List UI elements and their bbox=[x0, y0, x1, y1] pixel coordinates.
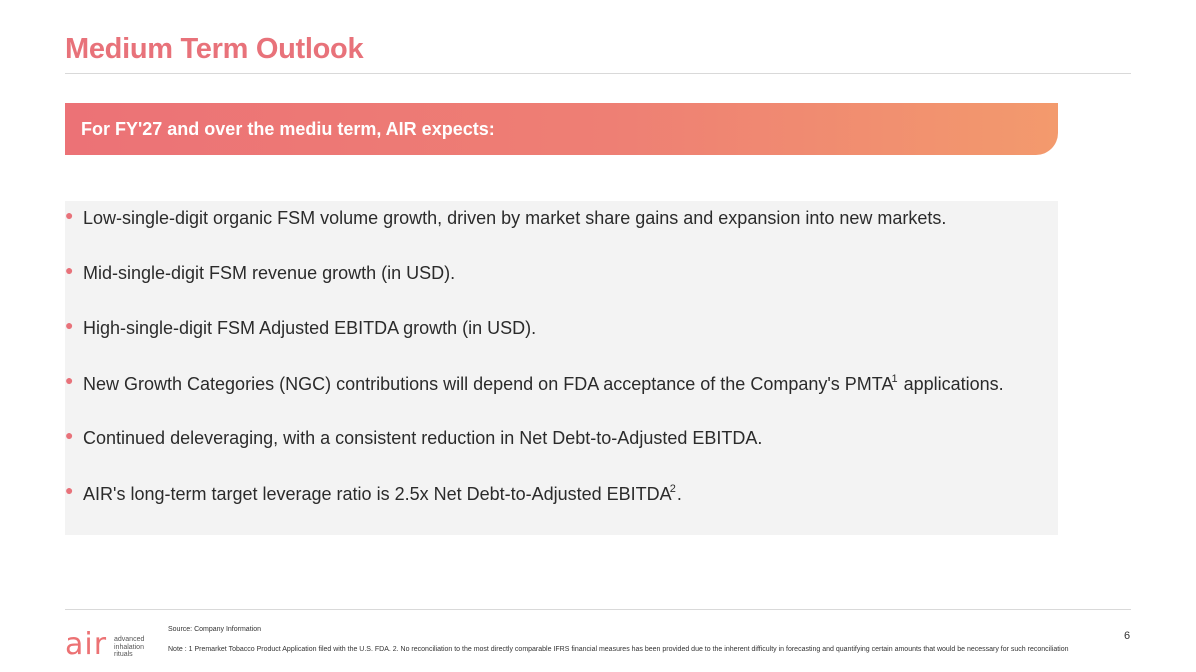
bullet-text-main: AIR's long-term target leverage ratio is… bbox=[83, 484, 672, 504]
bullet-text: Continued deleveraging, with a consisten… bbox=[83, 428, 763, 448]
bullet-text: High-single-digit FSM Adjusted EBITDA gr… bbox=[83, 318, 537, 338]
bullet-text: Mid-single-digit FSM revenue growth (in … bbox=[83, 263, 456, 283]
list-item: ● High-single-digit FSM Adjusted EBITDA … bbox=[65, 313, 1058, 341]
company-logo: air advanced inhalation rituals bbox=[65, 627, 160, 663]
bullet-text: Low-single-digit organic FSM volume grow… bbox=[83, 208, 947, 228]
bullet-icon: ● bbox=[65, 372, 74, 388]
logo-tagline: advanced inhalation rituals bbox=[114, 636, 145, 658]
page-title: Medium Term Outlook bbox=[65, 33, 364, 65]
footnote-marker: 1 bbox=[891, 373, 898, 385]
bullet-icon: ● bbox=[65, 317, 74, 333]
list-item: ● AIR's long-term target leverage ratio … bbox=[65, 478, 1058, 506]
source-note: Source: Company Information bbox=[168, 626, 261, 633]
bullet-text-main: New Growth Categories (NGC) contribution… bbox=[83, 374, 894, 394]
footer-divider bbox=[65, 609, 1131, 610]
list-item: ● Low-single-digit organic FSM volume gr… bbox=[65, 203, 1058, 231]
list-item: ● New Growth Categories (NGC) contributi… bbox=[65, 368, 1058, 396]
bullet-text-tail: . bbox=[676, 484, 682, 504]
bullet-icon: ● bbox=[65, 482, 74, 498]
outlook-banner: For FY'27 and over the mediu term, AIR e… bbox=[65, 103, 1058, 155]
footnote-marker: 2 bbox=[669, 483, 676, 495]
logo-wordmark: air bbox=[65, 627, 108, 662]
page-number: 6 bbox=[1124, 630, 1131, 642]
bullet-text-tail: applications. bbox=[898, 374, 1004, 394]
bullet-text: New Growth Categories (NGC) contribution… bbox=[83, 373, 1004, 395]
bullet-icon: ● bbox=[65, 207, 74, 223]
outlook-panel: ● Low-single-digit organic FSM volume gr… bbox=[65, 201, 1058, 535]
bullet-icon: ● bbox=[65, 262, 74, 278]
footnote-text: Note : 1 Premarket Tobacco Product Appli… bbox=[168, 646, 1069, 653]
banner-text: For FY'27 and over the mediu term, AIR e… bbox=[81, 119, 495, 139]
list-item: ● Mid-single-digit FSM revenue growth (i… bbox=[65, 258, 1058, 286]
bullet-text: AIR's long-term target leverage ratio is… bbox=[83, 483, 682, 505]
list-item: ● Continued deleveraging, with a consist… bbox=[65, 423, 1058, 451]
bullet-icon: ● bbox=[65, 427, 74, 443]
title-divider bbox=[65, 73, 1131, 74]
